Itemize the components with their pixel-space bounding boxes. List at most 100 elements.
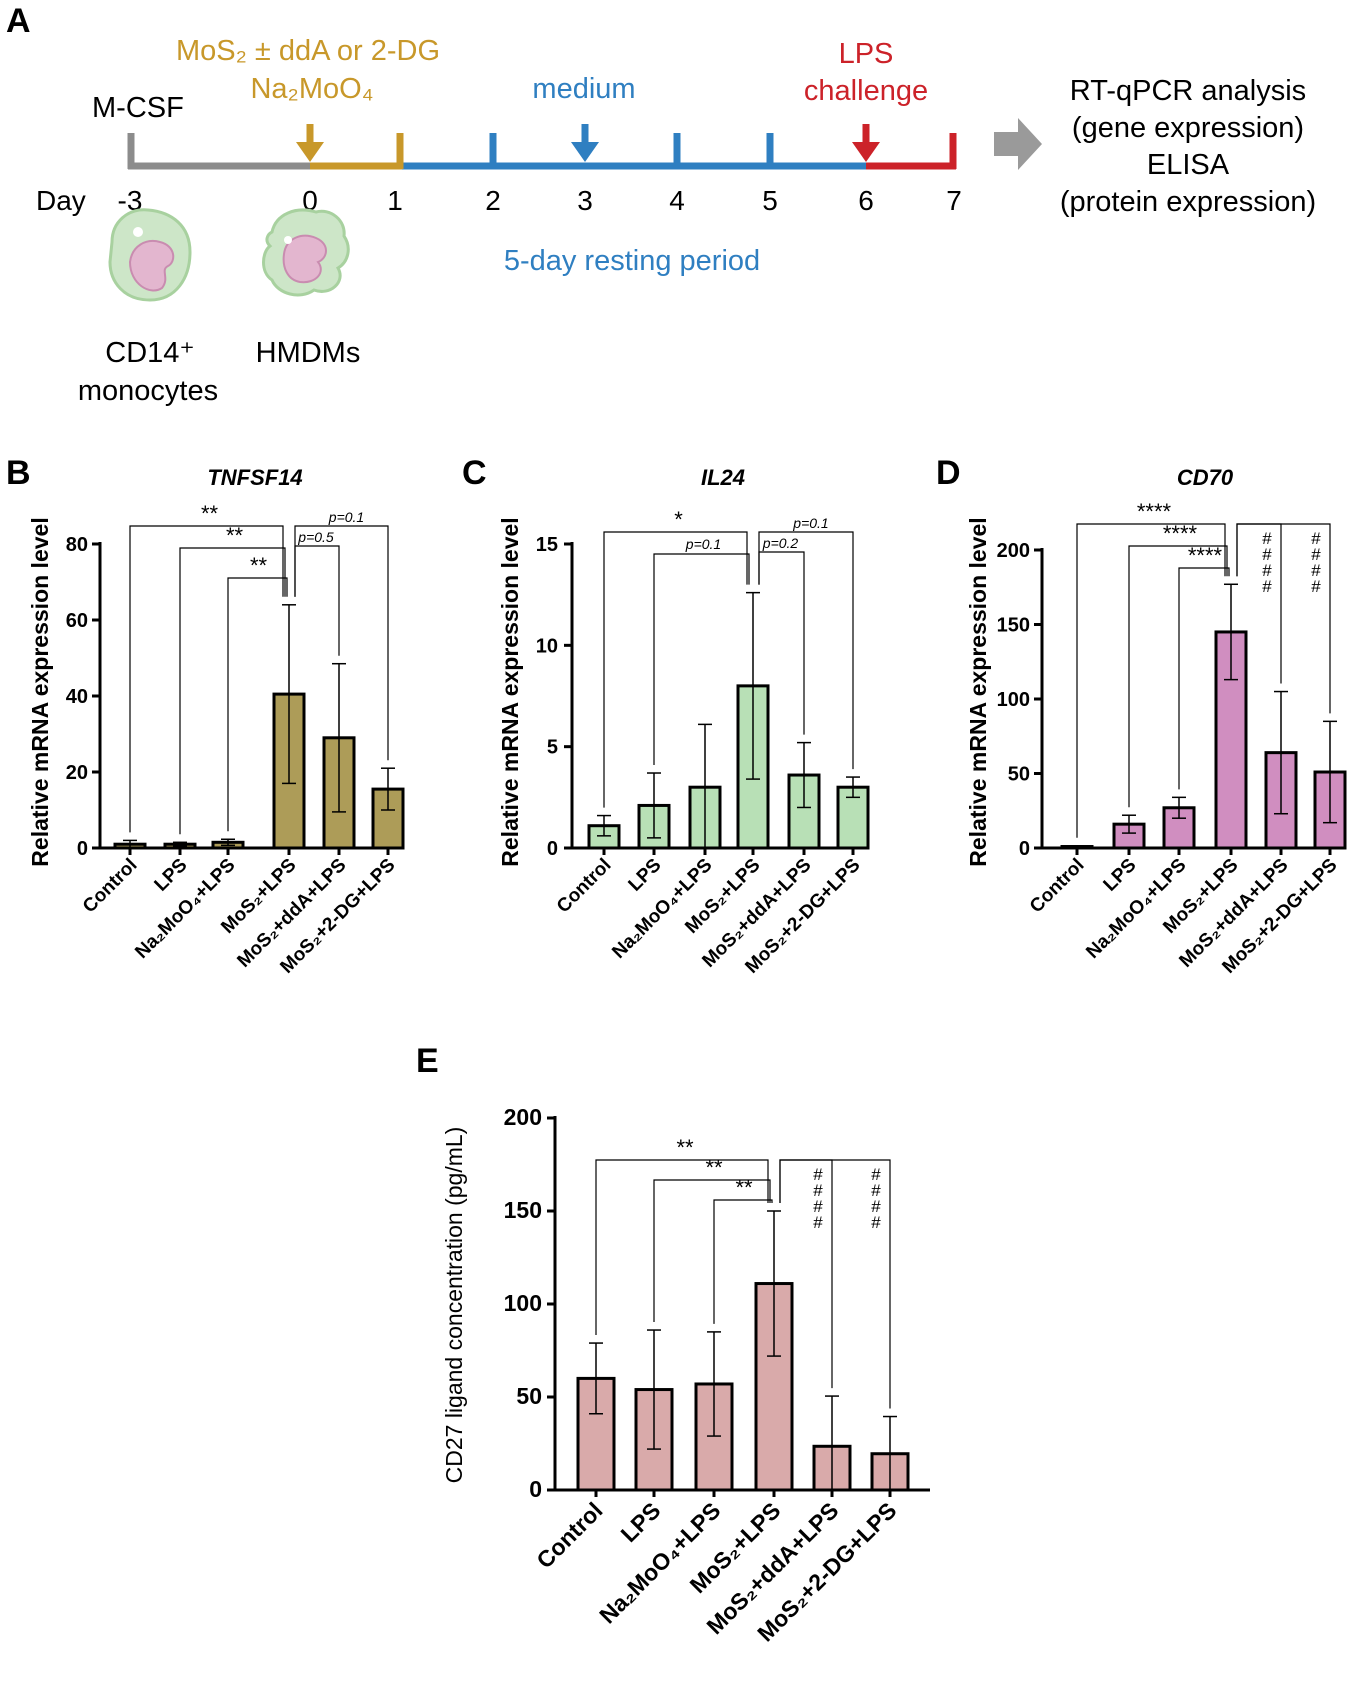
lps-label-line1: LPS xyxy=(839,38,894,70)
y-axis-label: Relative mRNA expression level xyxy=(27,517,53,866)
arrow-day3 xyxy=(571,124,599,162)
next-step-arrow-icon xyxy=(994,118,1042,170)
significance-bracket xyxy=(758,531,854,770)
y-tick-label: 150 xyxy=(997,615,1030,637)
x-tick-label: Control xyxy=(79,855,142,918)
panel-letter-b: B xyxy=(6,454,31,492)
y-tick-label: 5 xyxy=(547,737,558,759)
y-tick-label: 0 xyxy=(77,838,88,860)
y-tick-label: 100 xyxy=(504,1290,542,1316)
bar xyxy=(754,1282,794,1492)
significance-label: ** xyxy=(676,1135,694,1160)
y-tick-label: 200 xyxy=(997,540,1030,562)
x-tick-label: LPS xyxy=(616,1497,666,1547)
y-axis-label: CD27 ligand concentration (pg/mL) xyxy=(441,1127,467,1484)
medium-label: medium xyxy=(532,73,635,105)
day-number: 1 xyxy=(387,185,403,216)
chart-panel-c: IL24 Relative mRNA expression level 0 5 10 15… xyxy=(497,465,870,978)
y-tick-label: 80 xyxy=(66,534,88,556)
y-tick-label: 60 xyxy=(66,610,88,632)
significance-label: ** xyxy=(226,523,244,548)
significance-bracket xyxy=(1076,523,1226,838)
y-tick-label: 20 xyxy=(66,762,88,784)
significance-label: # # # # xyxy=(1262,529,1272,596)
x-tick-label: Control xyxy=(531,1497,607,1573)
day-number: 6 xyxy=(858,185,874,216)
significance-label: **** xyxy=(1188,543,1223,568)
panel-letter-a: A xyxy=(6,2,31,40)
y-tick-label: 10 xyxy=(536,635,558,657)
x-tick-label: Control xyxy=(1026,855,1089,918)
chart-title: IL24 xyxy=(701,465,745,490)
chart-title: TNFSF14 xyxy=(207,465,302,490)
cell1-label-line1: CD14⁺ xyxy=(105,337,194,369)
significance-label: ** xyxy=(201,501,219,526)
day-number: 4 xyxy=(669,185,685,216)
day-number: 0 xyxy=(302,185,318,216)
significance-label: p=0.1 xyxy=(328,509,364,525)
chart-panel-e: CD27 ligand concentration (pg/mL) 0 50 100 1… xyxy=(441,1104,930,1647)
arrow-day6 xyxy=(852,124,880,162)
day-number: 5 xyxy=(762,185,778,216)
y-tick-label: 100 xyxy=(997,689,1030,711)
day-number: 7 xyxy=(946,185,962,216)
monocyte-cell-icon xyxy=(108,208,192,302)
x-tick-label: LPS xyxy=(1100,855,1141,896)
analysis-line1: RT-qPCR analysis xyxy=(1070,75,1306,107)
y-tick-label: 0 xyxy=(1019,838,1030,860)
panel-letter-e: E xyxy=(416,1042,439,1080)
significance-label: p=0.1 xyxy=(685,536,721,552)
cell2-label: HMDMs xyxy=(256,337,361,369)
cell1-label-line2: monocytes xyxy=(78,375,218,407)
significance-bracket xyxy=(713,1199,773,1324)
significance-label: **** xyxy=(1137,499,1172,524)
significance-label: ** xyxy=(735,1175,753,1200)
y-tick-label: 50 xyxy=(516,1383,542,1409)
day-number: 3 xyxy=(577,185,593,216)
significance-bracket xyxy=(1128,545,1228,808)
treatment-label-line1: MoS₂ ± ddA or 2-DG xyxy=(176,35,440,67)
significance-bracket xyxy=(1178,567,1230,790)
treatment-label-line2: Na₂MoO₄ xyxy=(250,73,373,105)
panel-a-timeline: A M-CSF MoS₂ ± ddA or 2-DG Na₂MoO₄ mediu… xyxy=(6,2,1316,407)
significance-bracket xyxy=(653,1179,771,1323)
significance-bracket xyxy=(294,525,389,761)
day-label: Day xyxy=(36,185,86,216)
significance-bracket xyxy=(595,1159,769,1336)
y-tick-label: 40 xyxy=(66,686,88,708)
analysis-line2: (gene expression) xyxy=(1072,112,1304,144)
x-tick-label: Control xyxy=(553,855,616,918)
y-tick-label: 15 xyxy=(536,534,558,556)
significance-label: p=0.5 xyxy=(297,529,334,545)
resting-period-label: 5-day resting period xyxy=(504,245,760,277)
significance-label: p=0.1 xyxy=(792,515,828,531)
y-tick-label: 0 xyxy=(547,838,558,860)
significance-bracket xyxy=(603,531,748,808)
y-axis-label: Relative mRNA expression level xyxy=(965,517,991,866)
y-tick-label: 150 xyxy=(504,1197,542,1223)
mcsf-label: M-CSF xyxy=(92,92,184,124)
significance-label: # # # # xyxy=(1311,529,1321,596)
y-axis-label: Relative mRNA expression level xyxy=(497,517,523,866)
y-tick-label: 0 xyxy=(529,1476,542,1502)
y-tick-label: 200 xyxy=(504,1104,542,1130)
significance-bracket xyxy=(779,1159,891,1409)
x-tick-label: LPS xyxy=(151,855,192,896)
significance-bracket xyxy=(1236,523,1331,714)
y-tick-label: 50 xyxy=(1008,764,1030,786)
significance-label: ** xyxy=(705,1155,723,1180)
significance-label: ** xyxy=(250,553,268,578)
lps-label-line2: challenge xyxy=(804,75,928,107)
analysis-line4: (protein expression) xyxy=(1060,186,1316,218)
significance-label: **** xyxy=(1163,521,1198,546)
chart-title: CD70 xyxy=(1177,465,1234,490)
significance-label: # # # # xyxy=(813,1165,823,1232)
chart-panel-d: CD70 Relative mRNA expression level 0 50 100… xyxy=(965,465,1347,978)
significance-bracket xyxy=(294,545,340,656)
panel-letter-c: C xyxy=(462,454,487,492)
significance-bracket xyxy=(758,551,805,735)
significance-label: * xyxy=(674,507,683,532)
significance-bracket xyxy=(227,577,288,832)
significance-bracket xyxy=(653,553,750,766)
